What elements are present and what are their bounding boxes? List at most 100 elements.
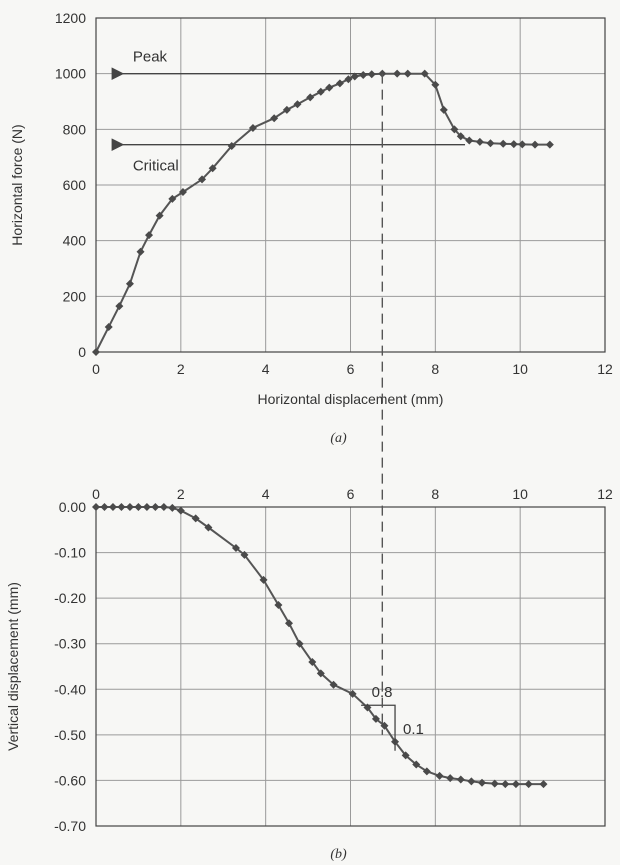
chart-a-y-axis-label: Horizontal force (N) (9, 124, 25, 245)
a-data-point (270, 114, 279, 123)
b-data-point (92, 503, 100, 511)
slope-vertical-label: 0.1 (403, 721, 424, 738)
a-y-tick-label: 400 (63, 233, 87, 249)
a-data-point (431, 80, 440, 89)
a-data-point (115, 302, 124, 311)
chart-a-x-ticks: 0 2 4 6 8 10 12 (92, 361, 613, 377)
a-data-point (486, 139, 495, 148)
chart-a-x-axis-label: Horizontal displacement (mm) (258, 391, 444, 407)
b-data-point (142, 503, 151, 511)
a-data-point (198, 175, 207, 184)
b-data-point (477, 778, 486, 787)
a-data-point (518, 140, 527, 149)
a-y-tick-label: 0 (78, 344, 86, 360)
slope-horizontal-label: 0.8 (372, 684, 393, 701)
a-data-point (293, 100, 302, 109)
b-y-tick-label: -0.30 (54, 636, 86, 652)
b-data-point (490, 779, 499, 788)
a-data-point (178, 187, 187, 196)
b-data-point (240, 550, 249, 559)
a-data-point (316, 87, 325, 96)
a-x-tick-label: 8 (431, 361, 439, 377)
chart-b-x-ticks: 0 2 4 6 8 10 12 (92, 486, 613, 502)
a-data-point (227, 142, 236, 151)
b-x-tick-label: 6 (347, 486, 355, 502)
b-y-tick-label: -0.60 (54, 772, 86, 788)
a-data-point (420, 69, 429, 78)
a-data-point (465, 136, 474, 145)
a-data-point (450, 125, 459, 134)
b-y-tick-label: -0.20 (54, 590, 86, 606)
a-y-tick-label: 200 (63, 288, 87, 304)
b-data-point (422, 767, 431, 776)
a-data-point (439, 105, 448, 114)
b-data-point (159, 503, 168, 511)
a-data-point (509, 140, 518, 149)
b-data-point (467, 777, 476, 786)
chart-a: 0 2 4 6 8 10 12 0 200 400 600 800 1000 1200 Peak Crit… (9, 10, 613, 446)
a-data-point (282, 105, 291, 114)
a-data-point (545, 140, 554, 149)
a-y-tick-label: 800 (63, 121, 87, 137)
a-y-tick-label: 600 (63, 177, 87, 193)
b-data-point (100, 503, 109, 511)
b-x-tick-label: 4 (262, 486, 270, 502)
b-data-point (295, 639, 304, 648)
b-data-point (284, 619, 293, 628)
b-y-tick-label: -0.10 (54, 545, 86, 561)
chart-b-frame (95, 506, 606, 827)
b-y-tick-label: -0.50 (54, 727, 86, 743)
slope-triangle-legs (361, 704, 396, 751)
chart-a-y-ticks: 0 200 400 600 800 1000 1200 (55, 10, 86, 360)
chart-b-caption: (b) (330, 847, 347, 862)
a-data-point (456, 132, 465, 141)
b-data-point (524, 780, 533, 789)
b-data-point (274, 600, 283, 609)
a-data-point (92, 348, 100, 356)
a-x-tick-label: 10 (512, 361, 528, 377)
b-data-point (412, 760, 421, 769)
a-data-point (359, 71, 368, 80)
a-data-point (475, 137, 484, 146)
a-data-point (367, 70, 376, 79)
chart-b-y-ticks: 0.00 -0.10 -0.20 -0.30 -0.40 -0.50 -0.60 -0.70 (54, 499, 86, 834)
a-y-tick-label: 1200 (55, 10, 86, 26)
b-x-tick-label: 0 (92, 486, 100, 502)
b-data-point (108, 503, 117, 511)
a-data-point (168, 194, 177, 203)
b-data-point (204, 523, 213, 532)
a-data-point (344, 75, 353, 84)
b-data-point (151, 503, 160, 511)
chart-a-annotations: Peak Critical (111, 49, 466, 175)
a-data-point (125, 279, 134, 288)
b-data-point (371, 714, 380, 723)
b-x-tick-label: 2 (177, 486, 185, 502)
a-data-point (335, 79, 344, 88)
b-data-point (231, 544, 240, 553)
b-data-point (401, 751, 410, 760)
b-data-point (176, 506, 185, 515)
annotation-label: Peak (133, 49, 168, 66)
a-data-point (325, 83, 334, 92)
chart-a-points (92, 69, 554, 356)
a-data-point (393, 69, 402, 78)
a-data-point (104, 322, 113, 331)
b-data-point (539, 780, 548, 789)
b-data-point (125, 503, 134, 511)
a-data-point (136, 247, 145, 256)
b-data-point (329, 680, 338, 689)
a-data-point (499, 139, 508, 148)
b-data-point (191, 514, 200, 523)
a-x-tick-label: 4 (262, 361, 270, 377)
b-data-point (134, 503, 143, 511)
a-x-tick-label: 6 (347, 361, 355, 377)
b-data-point (168, 503, 177, 512)
b-data-point (435, 771, 444, 780)
a-data-point (531, 140, 540, 149)
b-data-point (501, 780, 510, 789)
b-data-point (446, 774, 455, 783)
chart-b-points (92, 503, 548, 789)
b-y-tick-label: 0.00 (59, 499, 86, 515)
chart-b-y-axis-label: Vertical displacement (mm) (5, 582, 21, 751)
